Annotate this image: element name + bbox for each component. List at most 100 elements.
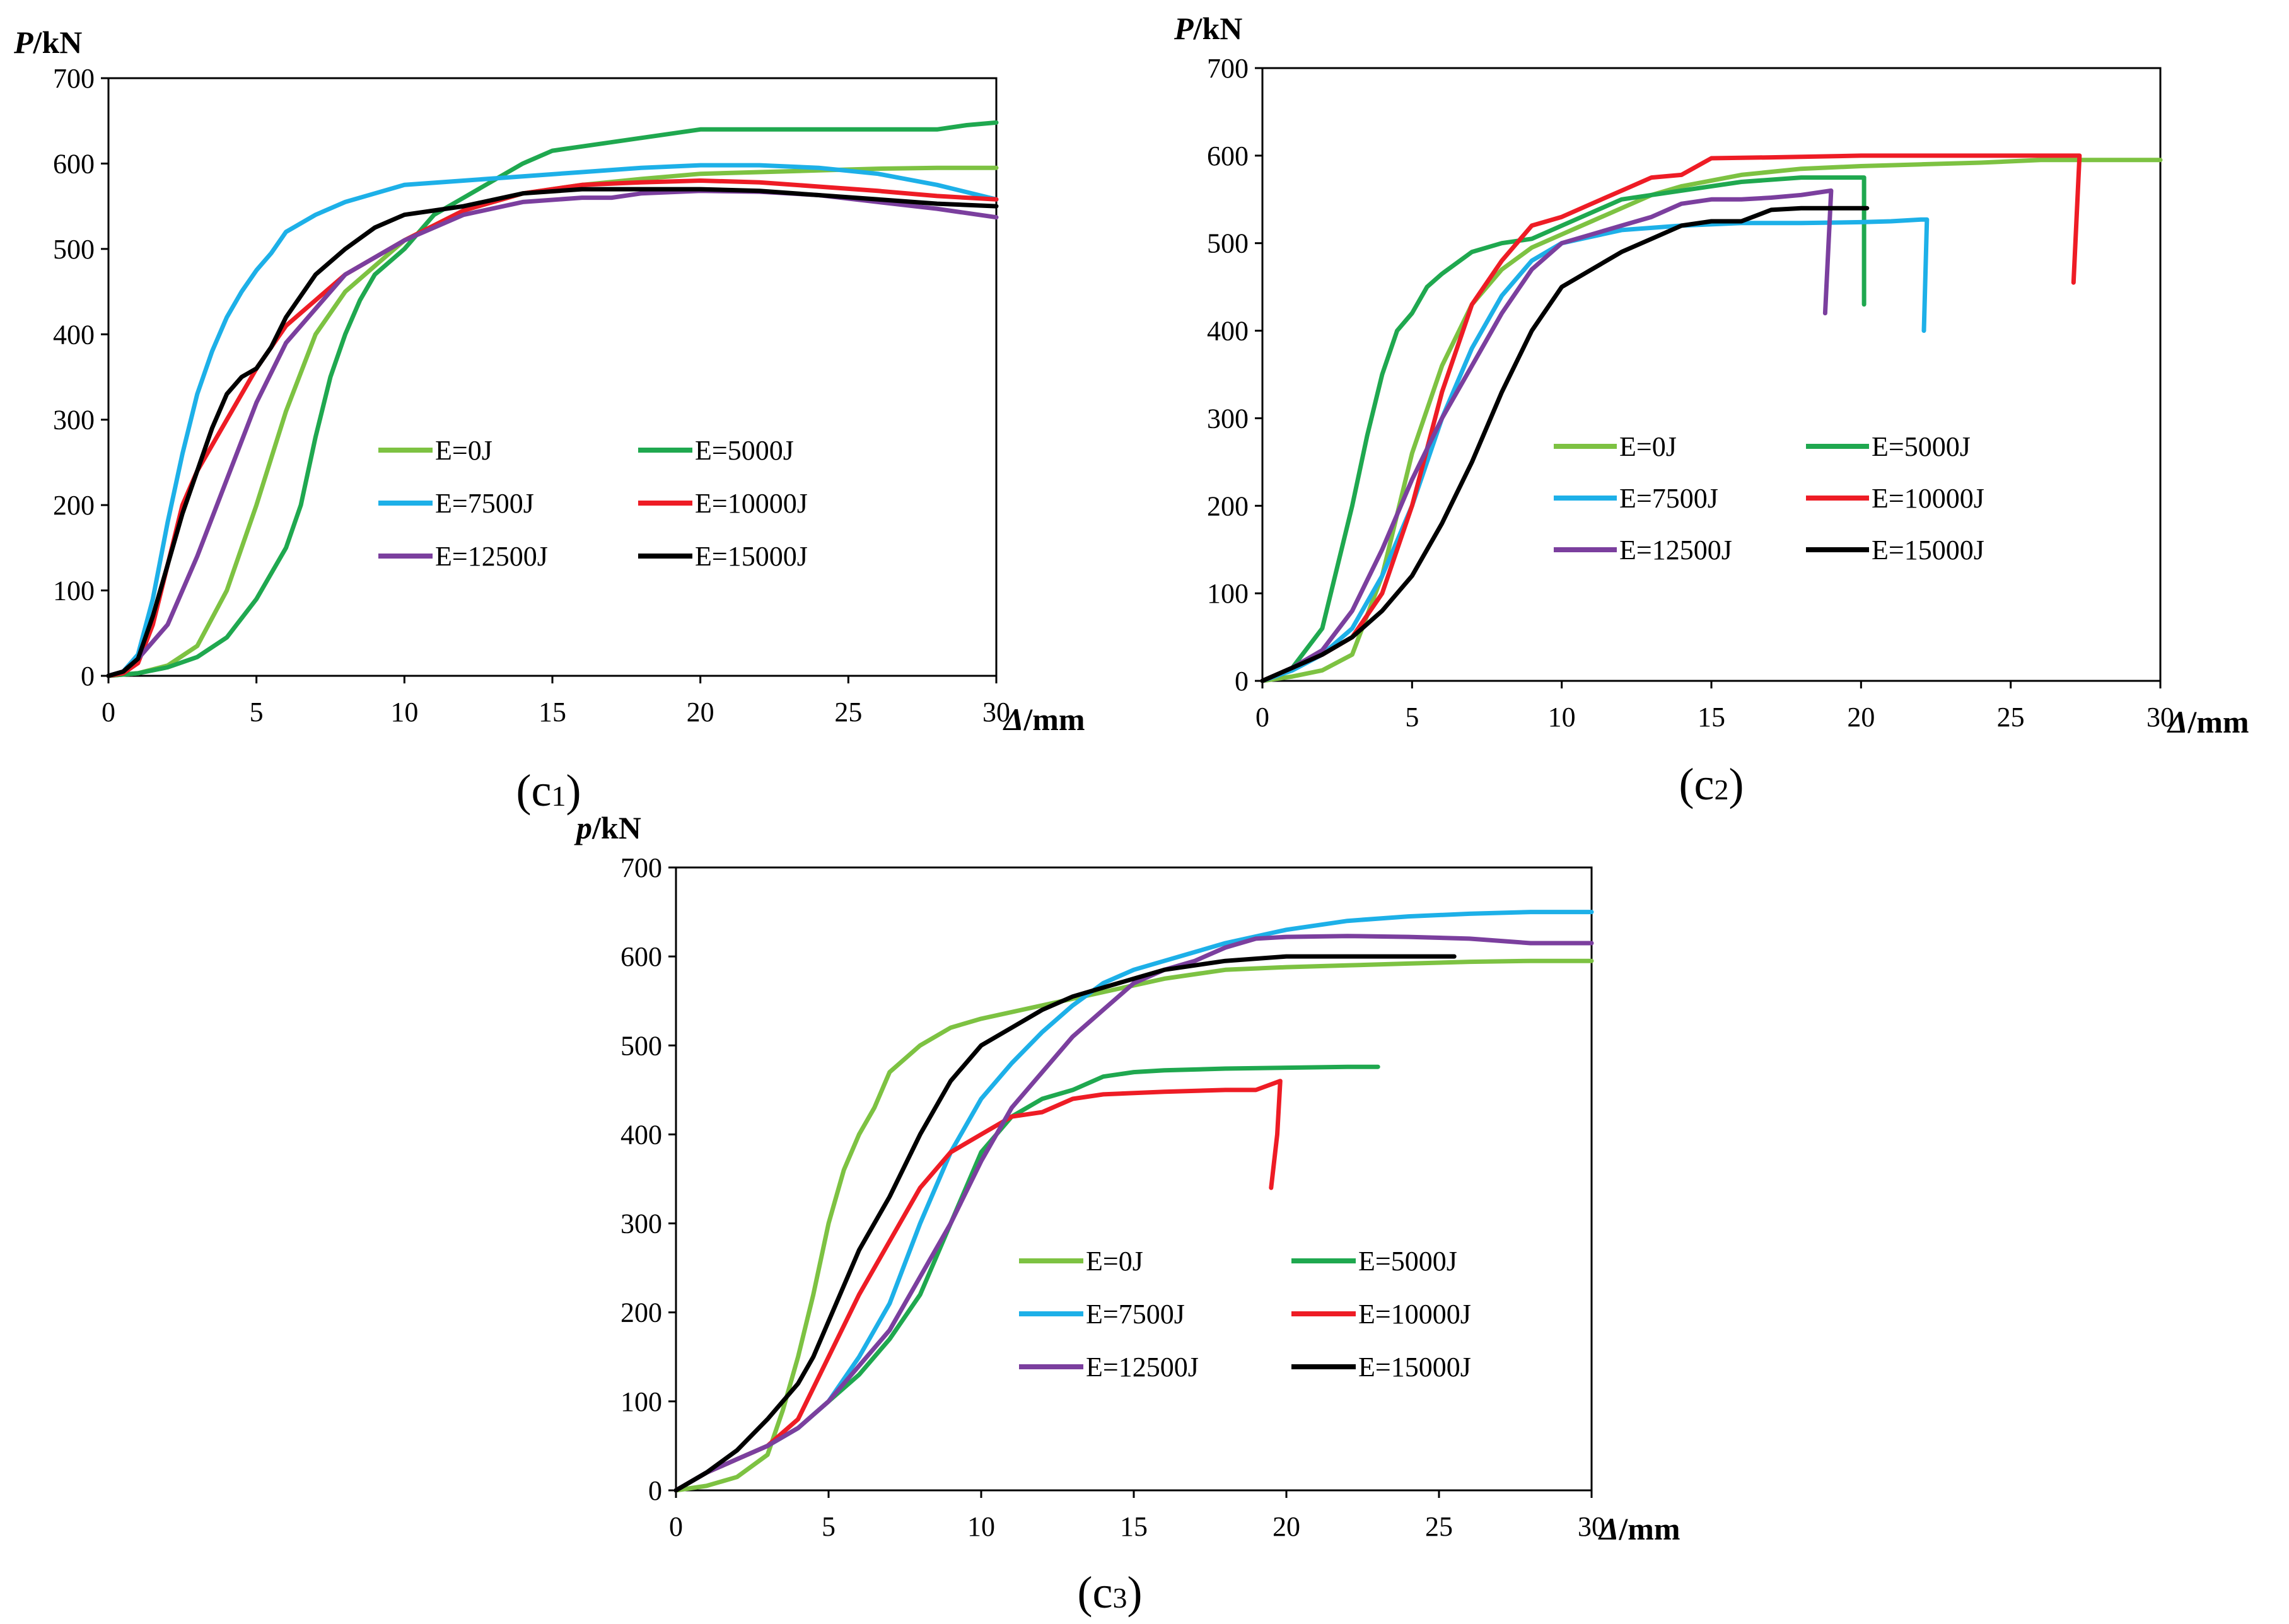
c3-ytick-label: 400: [620, 1119, 662, 1150]
c1-caption-close: ): [566, 765, 581, 816]
c3-xlabel-unit: /mm: [1618, 1511, 1680, 1546]
c3-legend-label-0: E=0J: [1086, 1246, 1143, 1277]
c1-ylabel-var: P: [13, 25, 33, 60]
c1-ytick-label: 400: [53, 319, 95, 350]
c2-ytick-label: 400: [1207, 316, 1249, 347]
c2-xtick-label: 20: [1847, 702, 1875, 733]
c3-xtick-label: 20: [1273, 1511, 1300, 1542]
c2-xtick-label: 10: [1548, 702, 1576, 733]
c3-xtick-label: 10: [967, 1511, 995, 1542]
c2-xtick-label: 0: [1255, 702, 1269, 733]
c2-legend-label-3: E=10000J: [1872, 483, 1984, 514]
c3-ytick-label: 200: [620, 1297, 662, 1328]
c2-legend-label-0: E=0J: [1619, 431, 1677, 462]
c3-xtick-label: 30: [1578, 1511, 1605, 1542]
c1-legend-label-2: E=7500J: [435, 488, 534, 519]
c1-ytick-label: 300: [53, 405, 95, 436]
c1-caption-open: (: [516, 765, 532, 816]
c3-caption-letter: c: [1093, 1567, 1113, 1618]
c1-xtick-label: 0: [102, 697, 115, 728]
c2-series-line-3: [1260, 153, 2082, 683]
c1-xtick-label: 30: [982, 697, 1010, 728]
c1-xtick-label: 10: [390, 697, 418, 728]
c1-xtick-label: 15: [539, 697, 566, 728]
c1-ylabel-unit: /kN: [33, 25, 83, 60]
c2-xlabel-var: Δ: [2167, 704, 2187, 740]
c2-xtick-label: 25: [1997, 702, 2025, 733]
c1-caption-index: 1: [551, 780, 566, 812]
c2-xtick-label: 15: [1698, 702, 1725, 733]
c1-ytick-label: 0: [81, 661, 95, 692]
c2-ytick-label: 0: [1235, 666, 1249, 697]
c1-ytick-label: 600: [53, 148, 95, 179]
c3-series-line-4: [673, 934, 1594, 1493]
c1-caption-letter: c: [532, 765, 552, 816]
c1-ytick-label: 200: [53, 490, 95, 521]
c2-ytick-label: 300: [1207, 403, 1249, 434]
c2-ylabel-unit: /kN: [1193, 11, 1243, 46]
c2-ytick-label: 500: [1207, 228, 1249, 259]
c3-legend-label-5: E=15000J: [1358, 1352, 1471, 1383]
c2-legend-label-2: E=7500J: [1619, 483, 1718, 514]
c3-legend-label-4: E=12500J: [1086, 1352, 1199, 1383]
c3-legend-label-2: E=7500J: [1086, 1299, 1185, 1330]
c2-legend-label-4: E=12500J: [1619, 535, 1732, 566]
c1-legend-label-1: E=5000J: [695, 435, 794, 466]
c2-ytick-label: 200: [1207, 490, 1249, 521]
c1-xlabel-var: Δ: [1003, 702, 1023, 737]
c2-series-line-5: [1260, 206, 1870, 683]
c1-ytick-label: 500: [53, 234, 95, 265]
c3-series-line-5: [673, 954, 1457, 1493]
c1-ytick-label: 700: [53, 63, 95, 94]
c1-caption: (c1): [516, 765, 581, 816]
c2-caption-letter: c: [1694, 759, 1715, 809]
c3-series-line-3: [673, 1079, 1283, 1493]
c3-xtick-label: 5: [822, 1511, 836, 1542]
c1-xtick-label: 20: [687, 697, 714, 728]
c2-series-line-1: [1260, 175, 1867, 683]
c2-caption-open: (: [1679, 759, 1694, 809]
c3-legend-label-1: E=5000J: [1358, 1246, 1457, 1277]
c3-ytick-label: 700: [620, 852, 662, 883]
c2-caption-close: ): [1728, 759, 1744, 809]
c3-caption-open: (: [1078, 1567, 1093, 1618]
c2-ytick-label: 100: [1207, 578, 1249, 609]
c1-series-line-2: [106, 163, 999, 678]
c3-ytick-label: 600: [620, 941, 662, 972]
c2-series-line-2: [1260, 217, 1930, 683]
c2-legend-label-5: E=15000J: [1872, 535, 1984, 566]
c3-xtick-label: 15: [1120, 1511, 1148, 1542]
c1-ylabel: P/kN: [13, 25, 82, 60]
c2-caption: (c2): [1679, 759, 1744, 809]
c1-xtick-label: 25: [834, 697, 862, 728]
c3-series-line-0: [673, 958, 1594, 1493]
c3-ytick-label: 500: [620, 1030, 662, 1061]
c3-xlabel-var: Δ: [1598, 1511, 1619, 1546]
c1-legend-label-3: E=10000J: [695, 488, 808, 519]
c3-xtick-label: 0: [669, 1511, 683, 1542]
c3-ytick-label: 0: [648, 1475, 662, 1506]
c1-legend-label-4: E=12500J: [435, 541, 548, 572]
c2-series-line-0: [1260, 158, 2163, 683]
c3-caption-close: ): [1127, 1567, 1142, 1618]
c1-legend-label-5: E=15000J: [695, 541, 808, 572]
c2-series-line-4: [1260, 188, 1834, 683]
c3-ytick-label: 100: [620, 1386, 662, 1417]
c2-caption-index: 2: [1714, 774, 1728, 806]
c1-xlabel: Δ/mm: [1003, 702, 1085, 737]
c2-ylabel-var: P: [1174, 11, 1194, 46]
c2-ylabel: P/kN: [1174, 11, 1242, 46]
c2-xlabel: Δ/mm: [2167, 704, 2249, 740]
c1-ytick-label: 100: [53, 576, 95, 606]
c1-legend-label-0: E=0J: [435, 435, 492, 466]
c3-caption-index: 3: [1112, 1582, 1127, 1614]
c3-ylabel-var: p: [574, 810, 592, 845]
c2-xtick-label: 30: [2146, 702, 2174, 733]
c3-ylabel: p/kN: [574, 810, 641, 845]
c1-series-line-5: [106, 187, 999, 678]
c2-legend-label-1: E=5000J: [1872, 431, 1971, 462]
